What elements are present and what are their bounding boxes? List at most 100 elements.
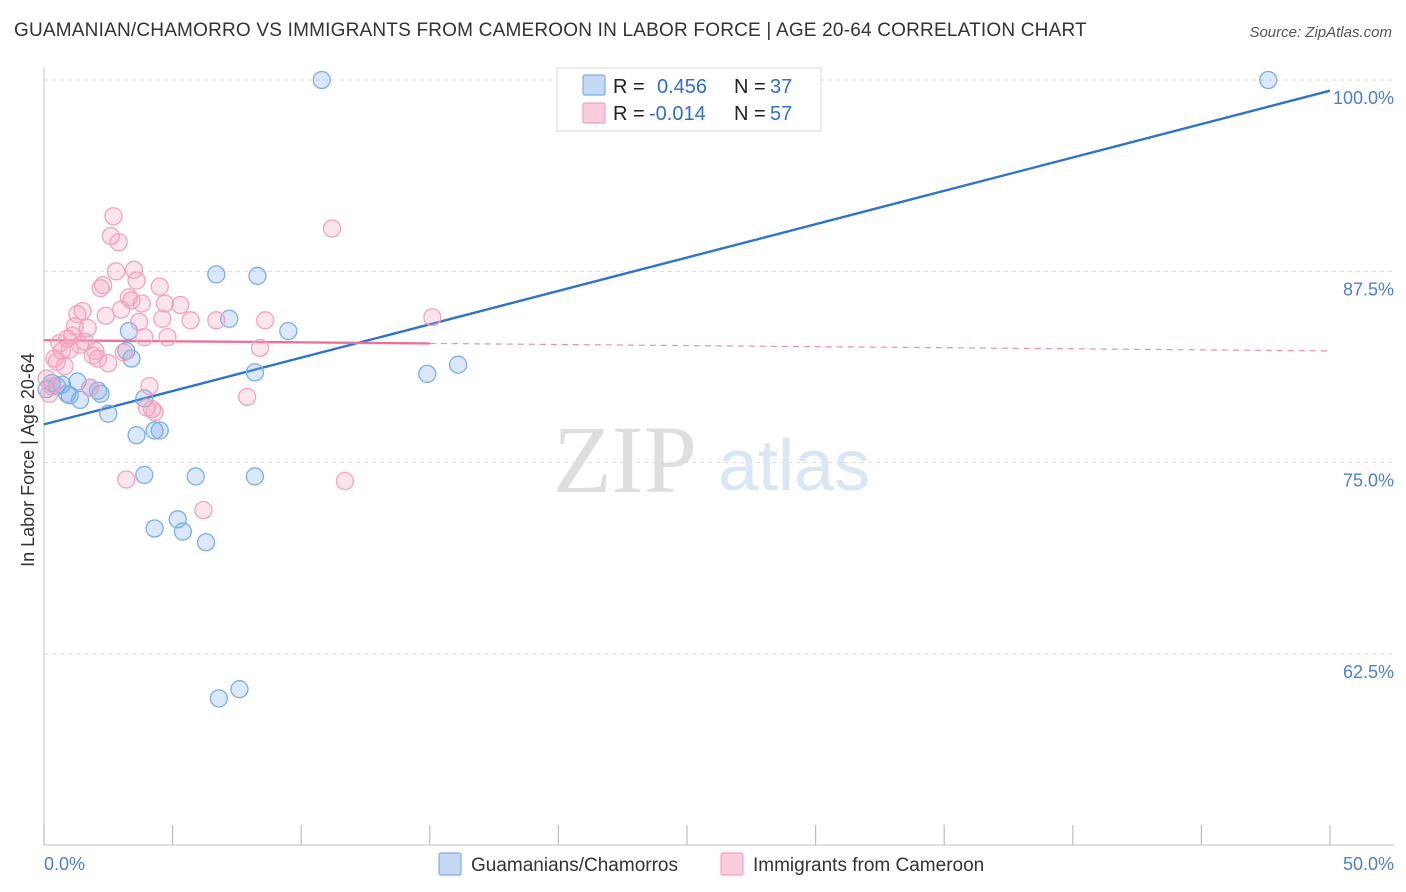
y-axis-title: In Labor Force | Age 20-64 [18,353,38,567]
point-guamanian [127,425,146,445]
point-cameroon [114,343,133,362]
series-legend-swatch-cameroon [720,852,744,876]
point-guamanian [248,266,267,286]
point-guamanian [60,386,79,405]
point-guamanian [119,321,139,341]
point-cameroon [70,335,90,354]
point-cameroon [91,279,110,298]
point-cameroon [76,332,95,351]
watermark-zip: ZIP [553,406,697,513]
grid-lines [44,79,1394,655]
point-cameroon [256,311,275,330]
x-tick-label-left: 0.0% [44,854,85,874]
point-cameroon [423,308,442,327]
legend-n-label-2: N = [734,103,766,125]
point-cameroon [140,376,159,396]
point-cameroon [322,219,342,238]
point-cameroon [142,399,162,419]
series-legend-swatch-guamanian [438,852,462,876]
legend-r-label-2: R = [613,103,645,125]
point-guamanian [1259,70,1278,90]
y-tick-label: 87.5% [1343,279,1394,299]
chart-title: GUAMANIAN/CHAMORRO VS IMMIGRANTS FROM CA… [14,20,1087,41]
point-cameroon [81,378,100,397]
point-cameroon [78,318,97,338]
series-legend: Guamanians/Chamorros Immigrants from Cam… [438,852,984,876]
point-cameroon [194,500,213,520]
point-guamanian [209,689,229,708]
watermark-atlas: atlas [718,426,870,506]
x-tick-label-right: 50.0% [1343,854,1394,874]
point-cameroon [60,340,79,359]
point-cameroon [238,387,257,406]
point-cameroon [94,275,113,295]
y-tick-label: 62.5% [1343,662,1394,682]
point-cameroon [55,357,74,376]
point-guamanian [312,70,331,90]
legend-r-value-2: -0.014 [649,103,706,125]
point-cameroon [109,233,128,252]
point-guamanian [135,465,154,485]
point-cameroon [104,207,123,226]
point-guamanian [207,265,226,284]
point-cameroon [117,470,136,489]
legend-swatch-cameroon [582,102,606,124]
point-cameroon [155,294,175,313]
point-cameroon [335,471,355,491]
legend-swatch-guamanian [582,74,606,96]
point-cameroon [96,306,115,325]
point-cameroon [207,311,226,330]
trend-lines [43,89,1331,426]
point-guamanian [279,321,298,341]
point-guamanian [145,421,164,440]
point-cameroon [181,311,200,330]
point-cameroon [130,312,149,331]
point-cameroon [150,277,169,296]
legend-n-value-2: 57 [770,103,792,125]
point-cameroon [124,260,144,279]
legend-r-label-1: R = [613,76,645,98]
stats-legend: R = 0.456 N = 37 R = -0.014 N = 57 [556,67,822,132]
point-guamanian [186,467,205,486]
point-cameroon [250,338,270,358]
trendline-cameroon-extension [429,342,1331,352]
point-cameroon [88,349,108,368]
point-cameroon [73,301,92,321]
point-cameroon [127,271,146,290]
data-points [37,70,1278,708]
point-guamanian [245,467,265,486]
trendline-guamanian [43,89,1331,426]
point-cameroon [132,294,151,313]
point-cameroon [145,403,164,422]
point-cameroon [122,291,141,310]
y-tick-label: 75.0% [1343,471,1394,491]
series-legend-label-cameroon: Immigrants from Cameroon [753,855,984,876]
point-guamanian [196,533,216,552]
point-guamanian [173,522,193,541]
y-tick-labels: 100.0% 87.5% 75.0% 62.5% [1333,88,1394,682]
point-cameroon [106,262,126,281]
legend-r-value-1: 0.456 [657,76,707,98]
point-guamanian [150,421,169,440]
legend-n-label-1: N = [734,76,766,98]
point-guamanian [99,404,118,423]
point-cameroon [42,376,61,396]
trendline-cameroon [43,339,430,345]
point-guamanian [91,384,110,403]
point-guamanian [230,680,249,699]
source-label: Source: ZipAtlas.com [1249,24,1392,41]
point-cameroon [171,295,190,315]
point-guamanian [245,363,265,382]
series-legend-label-guamanian: Guamanians/Chamorros [471,855,678,876]
y-tick-label: 100.0% [1333,88,1394,108]
point-cameroon [68,305,87,324]
axes [43,68,1394,846]
point-guamanian [145,519,164,538]
point-cameroon [153,309,172,328]
point-guamanian [70,390,90,410]
point-cameroon [99,354,118,373]
legend-n-value-1: 37 [770,76,792,98]
point-cameroon [135,328,154,347]
point-guamanian [418,364,437,384]
